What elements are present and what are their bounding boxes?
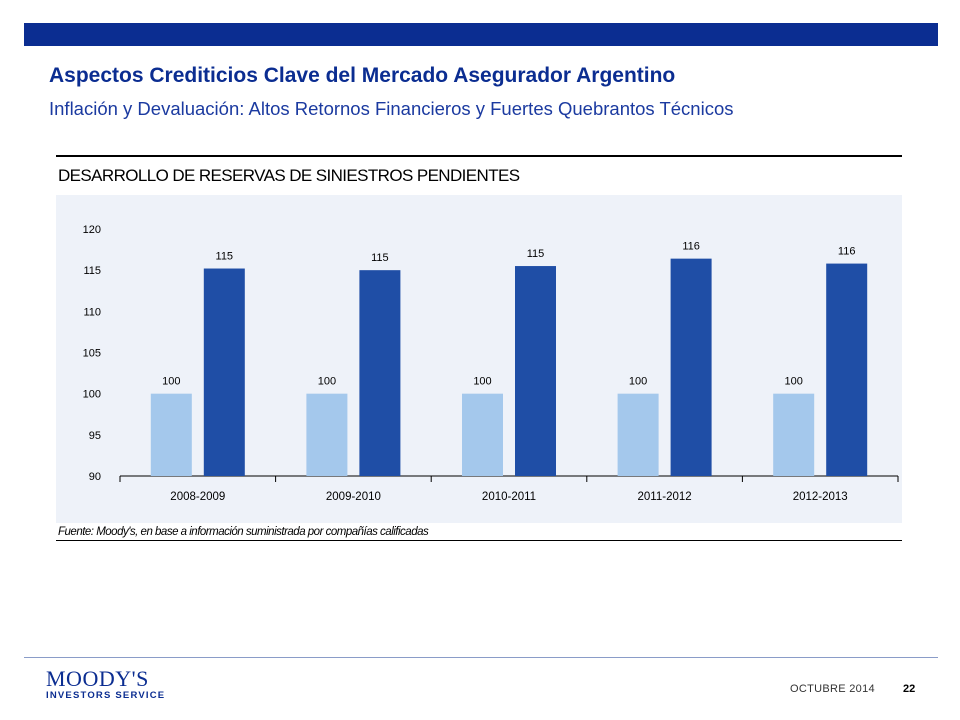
y-tick-label: 90	[89, 471, 101, 483]
x-tick-label: 2011-2012	[638, 491, 692, 503]
panel-top-rule	[56, 155, 902, 157]
page-number: 22	[903, 683, 916, 695]
page-title: Aspectos Crediticios Clave del Mercado A…	[49, 64, 676, 87]
data-label: 115	[371, 252, 389, 264]
bar-chart: 90 95 100 105 110 115 120 100 115 2008-2009 100 115…	[83, 224, 899, 503]
bar	[359, 270, 401, 476]
y-tick-label: 100	[83, 389, 101, 401]
chart-title: DESARROLLO DE RESERVAS DE SINIESTROS PEN…	[58, 166, 520, 185]
bar	[150, 393, 192, 476]
footer-rule	[24, 657, 938, 658]
data-label: 100	[162, 376, 180, 388]
data-label: 116	[838, 246, 856, 258]
page-subtitle: Inflación y Devaluación: Altos Retornos …	[49, 98, 734, 119]
data-label: 116	[682, 241, 700, 253]
y-tick-label: 120	[83, 224, 101, 236]
logo-tagline: INVESTORS SERVICE	[46, 690, 166, 701]
data-label: 100	[629, 376, 647, 388]
moodys-logo: MOODY'S INVESTORS SERVICE	[46, 668, 165, 702]
y-tick-label: 105	[83, 348, 101, 360]
x-tick-label: 2009-2010	[326, 491, 381, 503]
x-tick-label: 2008-2009	[170, 491, 225, 503]
bar	[826, 263, 868, 476]
data-label: 100	[318, 376, 336, 388]
data-label: 100	[473, 376, 491, 388]
bar	[462, 393, 503, 476]
bar	[306, 393, 348, 476]
bar	[617, 393, 659, 476]
panel-bottom-rule	[56, 540, 902, 541]
y-tick-label: 95	[89, 430, 101, 442]
bar	[515, 266, 556, 476]
y-tick-label: 115	[83, 265, 101, 277]
logo-wordmark: MOODY'S	[46, 666, 149, 691]
footer-date: OCTUBRE 2014	[790, 683, 875, 695]
bar	[670, 258, 712, 476]
x-tick-label: 2012-2013	[793, 491, 848, 503]
x-tick-label: 2010-2011	[482, 491, 536, 503]
data-label: 115	[527, 248, 545, 260]
data-label: 115	[216, 251, 234, 263]
data-label: 100	[785, 376, 803, 388]
top-banner-bar	[24, 23, 938, 46]
y-tick-label: 110	[83, 306, 101, 318]
bar	[773, 393, 815, 476]
source-note: Fuente: Moody's, en base a información s…	[58, 526, 429, 538]
bar	[203, 268, 245, 476]
